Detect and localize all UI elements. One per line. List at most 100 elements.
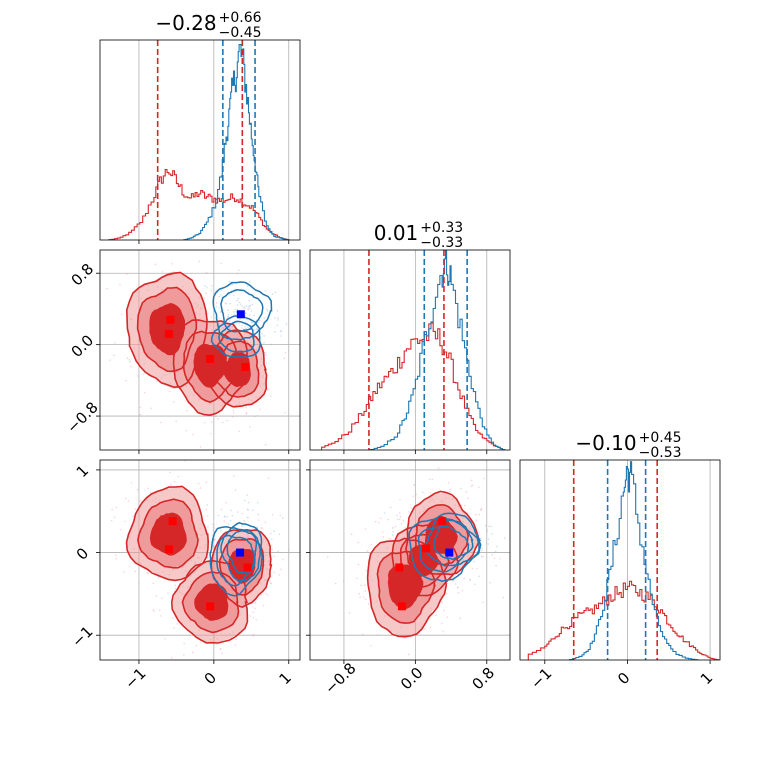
blue-sample-point bbox=[236, 308, 239, 311]
red-sample-point bbox=[360, 584, 362, 587]
red-sample-point bbox=[277, 550, 279, 553]
red-square-marker bbox=[164, 545, 173, 554]
blue-sample-point bbox=[231, 514, 234, 517]
red-sample-point bbox=[226, 419, 228, 422]
red-sample-point bbox=[399, 498, 401, 501]
red-sample-point bbox=[474, 513, 477, 516]
blue-sample-point bbox=[473, 583, 476, 586]
red-sample-point bbox=[482, 555, 485, 558]
red-sample-point bbox=[155, 595, 158, 597]
x-tick-label: −1 bbox=[121, 664, 149, 692]
red-square-marker bbox=[206, 354, 215, 363]
red-sample-point bbox=[503, 537, 506, 539]
red-sample-point bbox=[156, 380, 158, 383]
blue-sample-point bbox=[489, 525, 492, 528]
red-sample-point bbox=[245, 411, 248, 414]
red-contour-line bbox=[391, 524, 460, 597]
red-sample-point bbox=[161, 270, 164, 273]
red-sample-point bbox=[206, 515, 209, 517]
blue-sample-point bbox=[478, 575, 480, 578]
red-sample-point bbox=[398, 518, 401, 521]
blue-sample-point bbox=[263, 317, 266, 320]
red-sample-point bbox=[259, 319, 261, 322]
red-sample-point bbox=[196, 671, 198, 673]
red-sample-point bbox=[124, 520, 126, 523]
red-sample-point bbox=[470, 479, 473, 482]
diag-1-frame bbox=[309, 249, 511, 451]
red-sample-point bbox=[134, 570, 137, 573]
red-square-marker bbox=[438, 517, 447, 526]
panel-title-1: 0.01 +0.33−0.33 bbox=[374, 220, 463, 251]
red-sample-point bbox=[240, 327, 243, 329]
blue-contour-line bbox=[210, 315, 262, 358]
red-sample-point bbox=[475, 519, 478, 521]
red-sample-point bbox=[465, 490, 468, 493]
red-sample-point bbox=[154, 263, 157, 266]
red-sample-point bbox=[165, 243, 167, 245]
red-sample-point bbox=[269, 582, 272, 585]
title-upper-error: +0.66 bbox=[219, 10, 262, 26]
red-contour-fill bbox=[228, 549, 256, 584]
red-sample-point bbox=[254, 602, 257, 604]
red-sample-point bbox=[225, 502, 227, 504]
red-sample-point bbox=[457, 591, 460, 594]
x-tick-label: −1 bbox=[527, 664, 555, 692]
red-sample-point bbox=[119, 528, 122, 531]
red-sample-point bbox=[382, 535, 385, 538]
red-sample-point bbox=[252, 616, 255, 619]
red-sample-point bbox=[446, 616, 448, 619]
blue-sample-point bbox=[256, 501, 259, 504]
red-sample-point bbox=[173, 401, 175, 403]
red-sample-point bbox=[150, 407, 153, 410]
red-sample-point bbox=[478, 513, 481, 516]
red-sample-point bbox=[270, 395, 272, 397]
red-sample-point bbox=[252, 611, 254, 614]
red-sample-point bbox=[463, 504, 466, 507]
red-sample-point bbox=[273, 571, 276, 574]
blue-sample-point bbox=[217, 514, 220, 517]
red-contour-line bbox=[405, 490, 480, 576]
blue-sample-point bbox=[250, 310, 253, 312]
red-sample-point bbox=[220, 262, 223, 265]
blue-contour-line bbox=[212, 281, 273, 341]
red-contour-line bbox=[399, 533, 450, 588]
y-tick-label: 0.8 bbox=[68, 260, 98, 290]
red-sample-point bbox=[215, 302, 218, 304]
red-square-marker bbox=[395, 563, 404, 572]
blue-sample-point bbox=[203, 285, 206, 287]
red-sample-point bbox=[252, 635, 255, 637]
red-sample-point bbox=[199, 446, 202, 448]
red-sample-point bbox=[488, 525, 490, 528]
red-sample-point bbox=[357, 563, 360, 566]
red-sample-point bbox=[441, 622, 443, 625]
blue-sample-point bbox=[391, 534, 394, 536]
red-sample-point bbox=[396, 518, 399, 521]
red-sample-point bbox=[374, 520, 377, 523]
red-sample-point bbox=[90, 319, 92, 321]
red-sample-point bbox=[170, 657, 173, 659]
red-sample-point bbox=[215, 643, 218, 646]
red-sample-point bbox=[483, 477, 485, 480]
x-tick-label: 0.8 bbox=[468, 664, 498, 694]
blue-sample-point bbox=[496, 545, 498, 548]
red-sample-point bbox=[192, 433, 194, 436]
blue-sample-point bbox=[487, 538, 490, 541]
red-sample-point bbox=[176, 623, 178, 625]
blue-sample-point bbox=[247, 308, 249, 311]
red-sample-point bbox=[402, 519, 405, 522]
blue-sample-point bbox=[243, 307, 246, 310]
red-sample-point bbox=[257, 513, 259, 516]
red-sample-point bbox=[136, 489, 139, 491]
red-sample-point bbox=[364, 584, 366, 586]
blue-sample-point bbox=[256, 526, 259, 529]
red-sample-point bbox=[393, 661, 395, 663]
red-contour-line bbox=[136, 286, 198, 373]
blue-sample-point bbox=[278, 533, 281, 536]
red-sample-point bbox=[407, 653, 410, 656]
blue-sample-point bbox=[276, 324, 279, 326]
red-sample-point bbox=[326, 556, 329, 558]
red-contour-line bbox=[170, 559, 249, 644]
red-sample-point bbox=[269, 532, 272, 535]
red-sample-point bbox=[357, 541, 360, 544]
scatter-panel-1-0 bbox=[90, 243, 300, 450]
